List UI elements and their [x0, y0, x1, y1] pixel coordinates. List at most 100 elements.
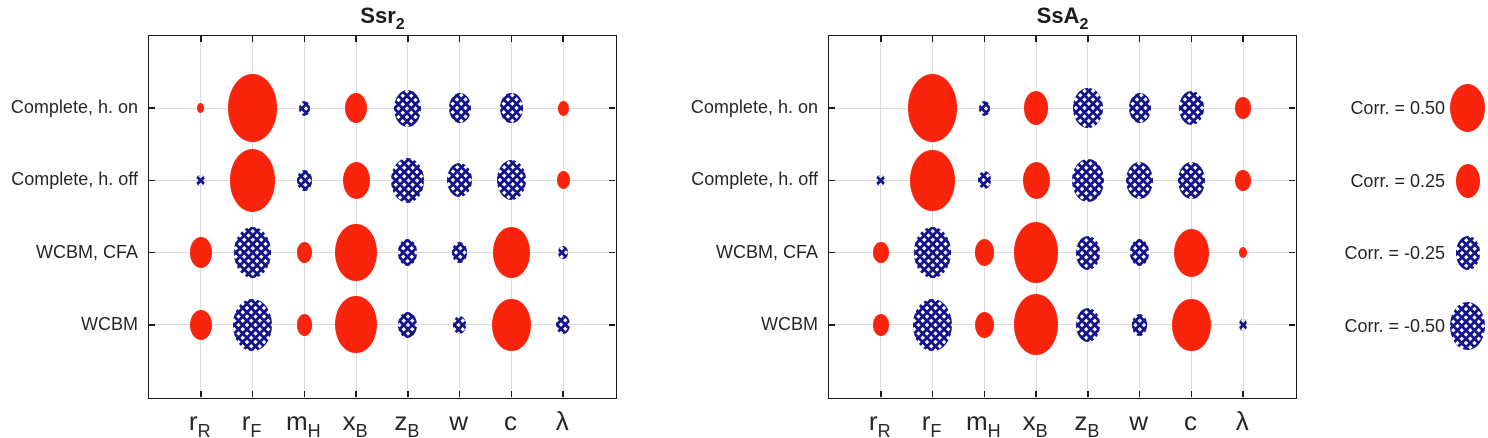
panel-title-text: Ssr	[360, 3, 396, 28]
x-tick-label: c	[1155, 407, 1225, 438]
positive-correlation-bubble	[1235, 97, 1252, 119]
x-tick-label-base: c	[503, 406, 517, 436]
vertical-gridline	[932, 36, 934, 398]
correlation-panel-ssr2	[148, 35, 617, 399]
x-tick-label: λ	[527, 407, 597, 438]
x-tick-bottom	[1190, 391, 1193, 397]
panel-title: Ssr2	[148, 3, 617, 33]
x-tick-bottom	[1035, 391, 1037, 397]
positive-correlation-bubble	[1013, 222, 1059, 283]
x-tick-bottom	[1138, 391, 1141, 397]
negative-correlation-bubble	[558, 245, 569, 260]
panel-title-text: SsA	[1036, 3, 1080, 28]
vertical-gridline	[459, 36, 461, 398]
negative-correlation-bubble	[496, 160, 527, 201]
x-tick-label: λ	[1207, 407, 1277, 438]
correlation-panel-ssa2	[828, 35, 1297, 399]
x-tick-label-subscript: R	[197, 421, 211, 438]
horizontal-gridline	[149, 179, 616, 181]
x-tick-bottom	[458, 391, 461, 397]
vertical-gridline	[252, 36, 254, 398]
y-tick-left	[149, 251, 155, 254]
negative-correlation-bubble	[1130, 239, 1150, 266]
vertical-gridline	[407, 36, 409, 398]
x-tick-label: mH	[268, 407, 338, 438]
negative-correlation-bubble	[1072, 158, 1104, 202]
negative-correlation-bubble	[394, 89, 422, 127]
y-tick-left	[149, 179, 155, 182]
y-tick-right	[1289, 324, 1295, 326]
x-tick-bottom	[303, 391, 306, 397]
x-tick-top	[200, 36, 202, 42]
x-tick-bottom	[983, 391, 986, 397]
y-tick-left	[829, 324, 835, 326]
negative-correlation-bubble	[913, 298, 952, 352]
negative-correlation-bubble	[1075, 307, 1101, 342]
vertical-gridline	[1139, 36, 1141, 398]
x-tick-label: w	[1104, 407, 1174, 438]
horizontal-gridline	[829, 324, 1296, 326]
positive-correlation-bubble	[229, 149, 276, 212]
vertical-gridline	[1190, 36, 1192, 398]
x-tick-label-subscript: F	[250, 421, 262, 438]
x-tick-label-base: z	[1074, 406, 1088, 436]
horizontal-gridline	[149, 252, 616, 254]
negative-correlation-bubble	[196, 174, 206, 187]
negative-correlation-bubble	[1179, 91, 1204, 126]
negative-correlation-bubble	[1128, 93, 1151, 124]
x-tick-top	[251, 36, 254, 42]
negative-correlation-bubble	[447, 163, 473, 198]
vertical-gridline	[200, 36, 202, 398]
positive-correlation-bubble	[296, 314, 313, 336]
x-tick-label-base: z	[394, 406, 408, 436]
x-tick-top	[880, 36, 882, 42]
x-tick-bottom	[510, 391, 513, 397]
horizontal-gridline	[829, 179, 1296, 181]
positive-correlation-bubble	[872, 241, 889, 264]
negative-correlation-bubble	[1238, 318, 1248, 331]
y-tick-right	[1289, 251, 1295, 254]
x-tick-bottom	[931, 391, 934, 397]
negative-correlation-bubble	[453, 315, 467, 334]
negative-correlation-bubble	[1131, 314, 1148, 336]
legend-label: Corr. = -0.25	[1344, 243, 1445, 264]
negative-correlation-bubble	[451, 241, 468, 264]
x-tick-label-subscript: B	[355, 421, 368, 438]
x-tick-top	[1242, 36, 1244, 42]
positive-correlation-bubble	[1450, 83, 1486, 132]
negative-correlation-bubble	[977, 171, 991, 190]
legend-label: Corr. = 0.50	[1350, 97, 1445, 118]
positive-correlation-bubble	[910, 150, 955, 211]
positive-correlation-bubble	[1172, 298, 1211, 352]
negative-correlation-bubble	[876, 174, 886, 187]
x-tick-label: mH	[948, 407, 1018, 438]
x-tick-label-subscript: B	[1087, 421, 1100, 438]
y-tick-right	[609, 251, 615, 254]
x-tick-label-base: c	[1183, 406, 1197, 436]
legend-label: Corr. = 0.25	[1350, 170, 1445, 191]
x-tick-label-base: λ	[1235, 406, 1249, 436]
x-tick-label-subscript: B	[407, 421, 420, 438]
negative-correlation-bubble	[398, 239, 418, 266]
y-tick-label: WCBM, CFA	[36, 241, 138, 262]
negative-correlation-bubble	[233, 298, 272, 352]
x-tick-label-subscript: R	[877, 421, 891, 438]
x-tick-top	[562, 36, 564, 42]
negative-correlation-bubble	[914, 227, 951, 278]
horizontal-gridline	[149, 107, 616, 109]
x-tick-label-subscript: F	[930, 421, 942, 438]
vertical-gridline	[983, 36, 985, 398]
x-tick-label: xB	[1000, 407, 1070, 438]
positive-correlation-bubble	[556, 171, 570, 190]
positive-correlation-bubble	[197, 103, 205, 113]
x-tick-top	[1190, 36, 1193, 42]
y-tick-left	[149, 324, 155, 326]
positive-correlation-bubble	[493, 227, 530, 278]
positive-correlation-bubble	[872, 314, 889, 336]
x-tick-bottom	[355, 391, 357, 397]
x-tick-top	[510, 36, 513, 42]
panel-title-subscript: 2	[395, 16, 405, 33]
positive-correlation-bubble	[335, 296, 377, 354]
x-tick-bottom	[407, 391, 409, 397]
x-tick-label-base: w	[449, 406, 469, 436]
